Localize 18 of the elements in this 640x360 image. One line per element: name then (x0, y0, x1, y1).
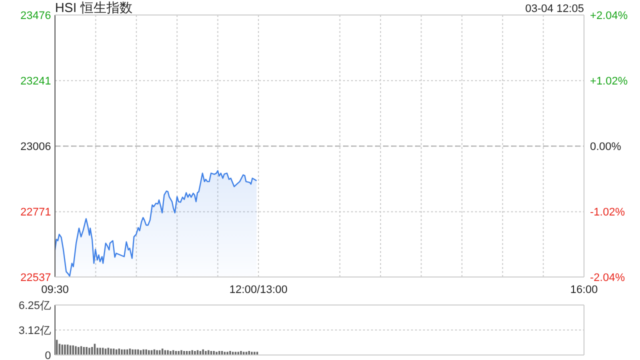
y-tick-label: 6.25亿 (18, 300, 51, 312)
y2-tick-label: -1.02% (590, 206, 626, 218)
y-tick-label: 23006 (20, 140, 51, 153)
chart-title: HSI 恒生指数 (55, 0, 132, 15)
y2-tick-label: -2.04% (590, 272, 626, 284)
x-tick-label: 12:00/13:00 (229, 284, 288, 296)
y-tick-label: 23476 (20, 10, 51, 22)
y-tick-label: 23241 (20, 75, 51, 88)
y-tick-label: 0 (44, 350, 51, 360)
y2-tick-label: 0.00% (590, 140, 622, 153)
x-tick-label: 16:00 (570, 284, 598, 296)
y2-tick-label: +2.04% (590, 10, 628, 22)
y2-tick-label: +1.02% (590, 75, 628, 88)
x-tick-label: 09:30 (41, 284, 69, 296)
y-tick-label: 22537 (20, 272, 51, 284)
chart-subtitle: 03-04 12:05 (525, 3, 584, 15)
y-tick-label: 22771 (20, 206, 51, 219)
y-tick-label: 3.12亿 (18, 324, 51, 337)
